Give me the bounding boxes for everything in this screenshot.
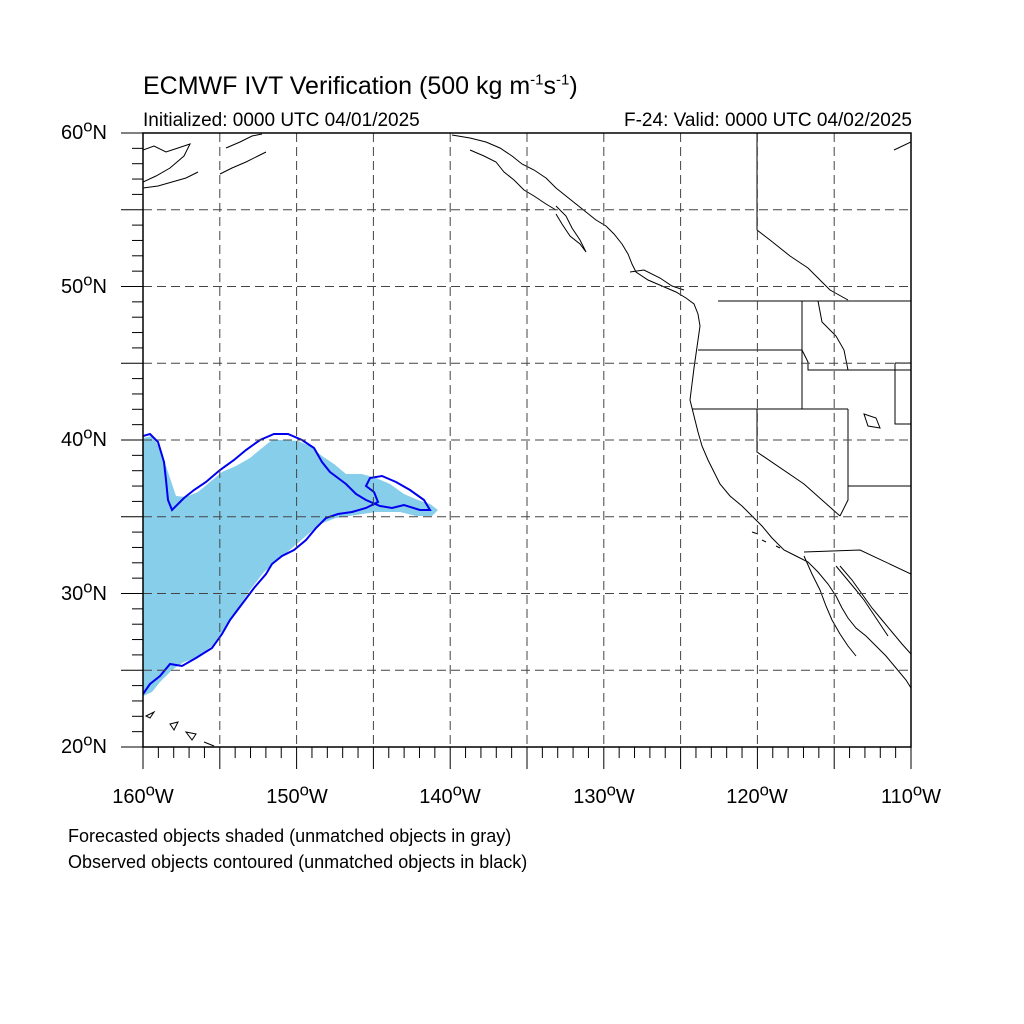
lat-label-60: 60oN [61,116,107,144]
lon-label-150w: 150oW [266,780,328,808]
valid-time: F-24: Valid: 0000 UTC 04/02/2025 [624,110,912,131]
forecast-note: Forecasted objects shaded (unmatched obj… [68,826,512,846]
lon-label-110w: 110oW [880,780,942,808]
lon-label-160w: 160oW [112,780,174,808]
lon-label-130w: 130oW [573,780,635,808]
lon-label-120w: 120oW [726,780,788,808]
initialized-time: Initialized: 0000 UTC 04/01/2025 [143,110,420,131]
forecast-object [143,436,438,696]
lat-label-50: 50oN [61,270,107,298]
observed-note: Observed objects contoured (unmatched ob… [68,852,528,872]
axis-ticks [121,132,912,769]
observed-contour [143,432,432,695]
lat-label-40: 40oN [61,423,107,451]
coastlines [143,133,911,747]
lat-label-20: 20oN [61,730,107,758]
lat-label-30: 30oN [61,577,107,605]
lon-label-140w: 140oW [419,780,481,808]
map-title: ECMWF IVT Verification (500 kg m-1s-1) [143,71,578,100]
gridlines [143,133,911,747]
